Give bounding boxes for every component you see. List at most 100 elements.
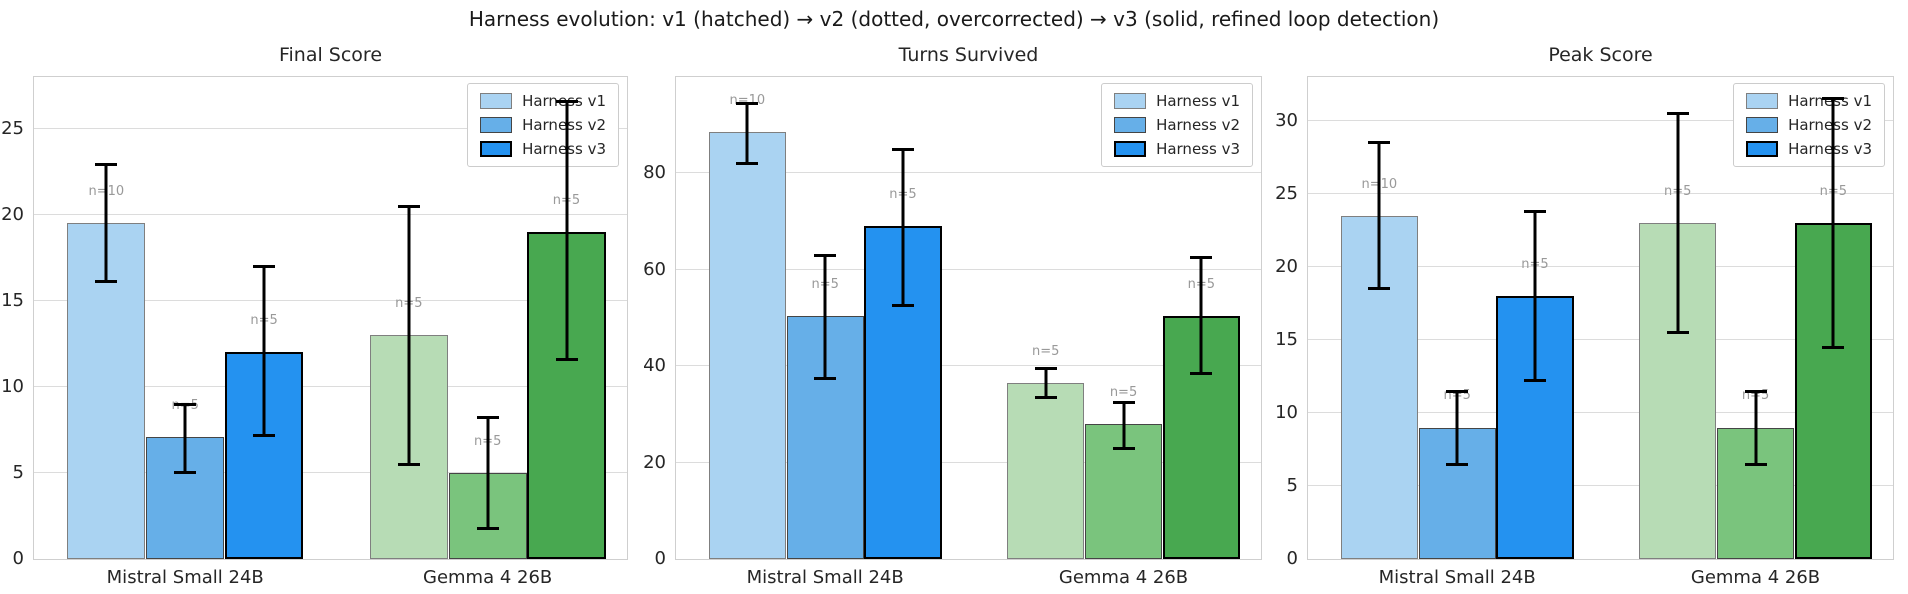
error-bar-cap: [397, 462, 420, 466]
legend-label: Harness v3: [1156, 140, 1240, 158]
error-bar-cap: [1822, 345, 1845, 349]
error-bar-cap: [1190, 256, 1213, 260]
error-bar-cap: [555, 99, 578, 103]
y-tick-label: 40: [643, 355, 666, 377]
error-bar-cap: [891, 147, 914, 151]
y-tick-label: 20: [1, 203, 24, 225]
x-category-label: Gemma 4 26B: [1058, 567, 1189, 588]
legend-entry: Harness v1: [480, 92, 606, 110]
gridline: [34, 299, 627, 301]
error-bar-cap: [174, 402, 197, 406]
legend-entry: Harness v1: [1114, 92, 1240, 110]
gridline: [34, 213, 627, 215]
error-bar-cap: [1666, 112, 1689, 116]
gridline: [34, 127, 627, 129]
error-bar-cap: [397, 204, 420, 208]
legend-entry: Harness v2: [1746, 116, 1872, 134]
figure-title: Harness evolution: v1 (hatched) → v2 (do…: [468, 7, 1440, 31]
error-bar-cap: [1112, 446, 1135, 450]
y-tick-label: 15: [1, 289, 24, 311]
legend-swatch-hatch-icon: [1114, 93, 1147, 109]
legend-swatch-hatch-icon: [1746, 93, 1779, 109]
x-category-label: Mistral Small 24B: [746, 567, 904, 588]
gridline: [34, 385, 627, 387]
error-bar-cap: [95, 280, 118, 284]
y-tick-label: 5: [1286, 474, 1298, 496]
error-bar: [1455, 391, 1459, 465]
error-bar-cap: [1034, 367, 1057, 371]
error-bar: [104, 164, 108, 282]
error-bar-cap: [1446, 462, 1469, 466]
sample-size-label: n=5: [1032, 343, 1060, 359]
y-tick-label: 10: [1275, 401, 1298, 423]
legend-entry: Harness v1: [1746, 92, 1872, 110]
y-tick-label: 10: [1, 375, 24, 397]
error-bar: [745, 103, 749, 164]
subplot-title-final-score: Final Score: [278, 44, 383, 66]
error-bar-cap: [1523, 379, 1546, 383]
gridline: [34, 471, 627, 473]
legend-swatch-solid-icon: [480, 141, 513, 157]
error-bar-cap: [476, 416, 499, 420]
x-category-label: Gemma 4 26B: [1690, 567, 1821, 588]
legend-entry: Harness v3: [480, 140, 606, 158]
legend-swatch-dots-icon: [480, 117, 513, 133]
y-tick-label: 5: [12, 461, 24, 483]
error-bar-cap: [736, 102, 759, 106]
error-bar-cap: [1034, 396, 1057, 400]
y-tick-label: 80: [643, 162, 666, 184]
y-tick-label: 0: [12, 548, 24, 569]
legend-label: Harness v3: [1788, 140, 1872, 158]
y-tick-label: 25: [1275, 182, 1298, 204]
error-bar-cap: [253, 264, 276, 268]
error-bar-cap: [1190, 371, 1213, 375]
error-bar: [486, 417, 490, 529]
error-bar-cap: [1112, 400, 1135, 404]
error-bar-cap: [1368, 287, 1391, 291]
error-bar: [901, 149, 905, 306]
legend-label: Harness v1: [1788, 92, 1872, 110]
legend-swatch-dots-icon: [1114, 117, 1147, 133]
error-bar: [1122, 402, 1126, 449]
error-bar: [1377, 142, 1381, 289]
legend-entry: Harness v3: [1114, 140, 1240, 158]
bar-harness-v1: [708, 132, 786, 559]
legend-entry: Harness v2: [480, 116, 606, 134]
error-bar: [1831, 98, 1835, 348]
error-bar-cap: [1368, 141, 1391, 145]
error-bar-cap: [1822, 97, 1845, 101]
legend-swatch-solid-icon: [1114, 141, 1147, 157]
gridline: [676, 461, 1261, 463]
y-tick-label: 30: [1275, 109, 1298, 131]
error-bar-cap: [1744, 389, 1767, 393]
gridline: [1308, 484, 1893, 486]
error-bar: [183, 404, 187, 473]
error-bar: [565, 101, 568, 360]
subplot-title-turns-survived: Turns Survived: [898, 44, 1039, 66]
error-bar-cap: [736, 162, 759, 166]
gridline: [1308, 119, 1893, 121]
subplot-title-peak-score: Peak Score: [1548, 44, 1653, 66]
legend: Harness v1 Harness v2 Harness v3: [467, 83, 619, 167]
error-bar-cap: [1446, 389, 1469, 393]
legend-swatch-dots-icon: [1746, 117, 1779, 133]
y-tick-label: 0: [1286, 548, 1298, 569]
error-bar-cap: [1523, 209, 1546, 213]
error-bar-cap: [891, 304, 914, 308]
gridline: [676, 172, 1261, 174]
gridline: [1308, 192, 1893, 194]
error-bar-cap: [1744, 462, 1767, 466]
error-bar: [1199, 257, 1203, 374]
error-bar-cap: [253, 433, 276, 437]
legend: Harness v1 Harness v2 Harness v3: [1101, 83, 1253, 167]
legend-label: Harness v2: [1156, 116, 1240, 134]
y-tick-label: 20: [1275, 255, 1298, 277]
gridline: [1308, 265, 1893, 267]
legend-label: Harness v2: [522, 116, 606, 134]
y-tick-label: 60: [643, 258, 666, 280]
gridline: [676, 268, 1261, 270]
error-bar-cap: [95, 163, 118, 167]
legend-swatch-solid-icon: [1746, 141, 1779, 157]
